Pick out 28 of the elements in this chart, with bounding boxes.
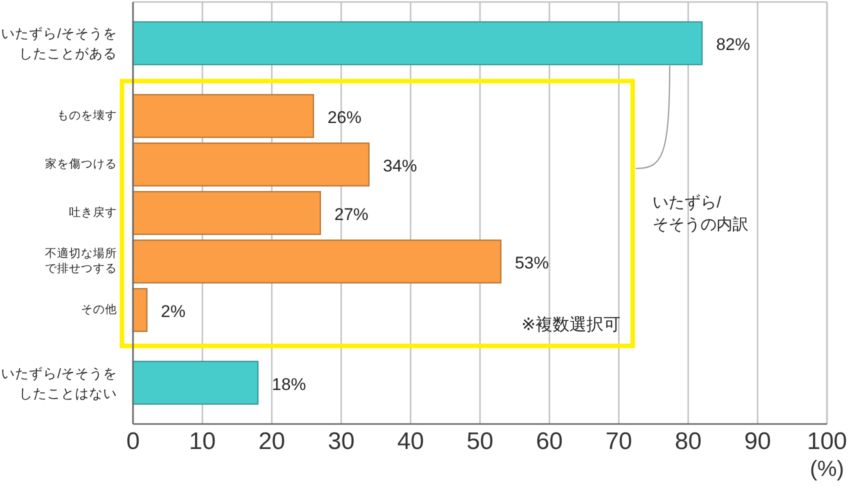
tick-label: 30: [328, 428, 355, 454]
data-label: 18%: [272, 374, 306, 394]
axis-title: (%): [810, 456, 844, 480]
tick-label: 80: [674, 428, 702, 454]
tick-label: 40: [397, 428, 424, 454]
annotation: ※複数選択可: [521, 314, 621, 334]
tick-label: 90: [744, 428, 771, 454]
tick-label: 50: [466, 428, 494, 454]
tick-label: 70: [605, 428, 632, 454]
data-label: 2%: [160, 302, 186, 320]
tick-label: 0: [126, 428, 140, 454]
category-label: ものを壊す: [57, 110, 117, 122]
data-label: 82%: [716, 34, 750, 54]
tick-label: 20: [258, 428, 286, 454]
data-label: 34%: [382, 156, 417, 175]
data-label: 53%: [514, 253, 549, 272]
category-label: いたずら/そそうをしたことはない: [1, 365, 117, 400]
category-label: その他: [81, 304, 117, 316]
category-label: 吐き戻す: [69, 207, 117, 219]
tick-label: 10: [189, 428, 216, 454]
data-label: 26%: [327, 108, 362, 126]
category-label: いたずら/そそうをしたことがある: [1, 26, 117, 61]
tick-label: 60: [536, 428, 563, 454]
annotation: いたずら/そそうの内訳: [652, 194, 749, 233]
data-label: 27%: [334, 204, 368, 224]
category-label: 不適切な場所で排せつする: [45, 248, 117, 275]
tick-label: 100: [806, 428, 848, 454]
category-label: 家を傷つける: [45, 158, 117, 170]
